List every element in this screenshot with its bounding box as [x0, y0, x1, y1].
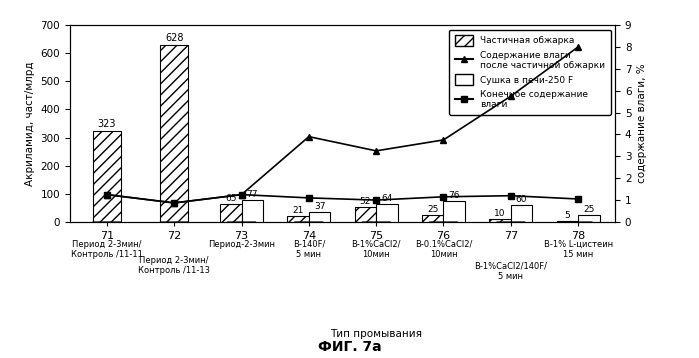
Bar	[354, 207, 376, 222]
Text: ФИГ. 7а: ФИГ. 7а	[317, 340, 382, 354]
Text: 37: 37	[314, 202, 325, 211]
Bar	[242, 200, 263, 222]
Text: 64: 64	[381, 194, 393, 203]
Bar	[93, 131, 121, 222]
Text: 77: 77	[247, 190, 258, 199]
Bar	[443, 200, 465, 222]
Bar	[220, 204, 242, 222]
Text: Период-2-3мин: Период-2-3мин	[208, 240, 275, 249]
Bar	[287, 216, 309, 222]
Bar	[309, 212, 331, 222]
Bar	[556, 221, 578, 222]
Text: Тип промывания: Тип промывания	[330, 329, 422, 339]
Text: 65: 65	[225, 194, 236, 203]
Text: 628: 628	[165, 33, 183, 43]
Text: 25: 25	[583, 205, 595, 214]
Legend: Частичная обжарка, Содержание влаги
после частичной обжарки, Сушка в печи-250 F,: Частичная обжарка, Содержание влаги посл…	[449, 30, 611, 115]
Text: 52: 52	[360, 198, 371, 207]
Text: В-0.1%CaCl2/
10мин: В-0.1%CaCl2/ 10мин	[415, 240, 472, 259]
Text: В-1%CaCl2/140F/
5 мин: В-1%CaCl2/140F/ 5 мин	[475, 261, 547, 281]
Text: 5: 5	[565, 211, 570, 220]
Text: Период 2-3мин/
Контроль /11-11: Период 2-3мин/ Контроль /11-11	[71, 240, 143, 259]
Text: В-1%CaCl2/
10мин: В-1%CaCl2/ 10мин	[352, 240, 401, 259]
Bar	[511, 205, 533, 222]
Text: 323: 323	[98, 119, 116, 129]
Text: В-140F/
5 мин: В-140F/ 5 мин	[293, 240, 325, 259]
Text: 21: 21	[292, 206, 304, 215]
Bar	[376, 204, 398, 222]
Bar	[489, 219, 511, 222]
Text: 60: 60	[516, 195, 527, 204]
Bar	[578, 215, 600, 222]
Text: Период 2-3мин/
Контроль /11-13: Период 2-3мин/ Контроль /11-13	[138, 256, 210, 275]
Y-axis label: содержание влаги, %: содержание влаги, %	[637, 64, 647, 183]
Text: В-1% L-цистеин
15 мин: В-1% L-цистеин 15 мин	[544, 240, 612, 259]
Text: 76: 76	[449, 191, 460, 200]
Bar	[160, 45, 188, 222]
Bar	[422, 215, 443, 222]
Text: 25: 25	[427, 205, 438, 214]
Text: 10: 10	[494, 209, 506, 218]
Y-axis label: Акриламид, част/млрд: Акриламид, част/млрд	[25, 61, 35, 186]
